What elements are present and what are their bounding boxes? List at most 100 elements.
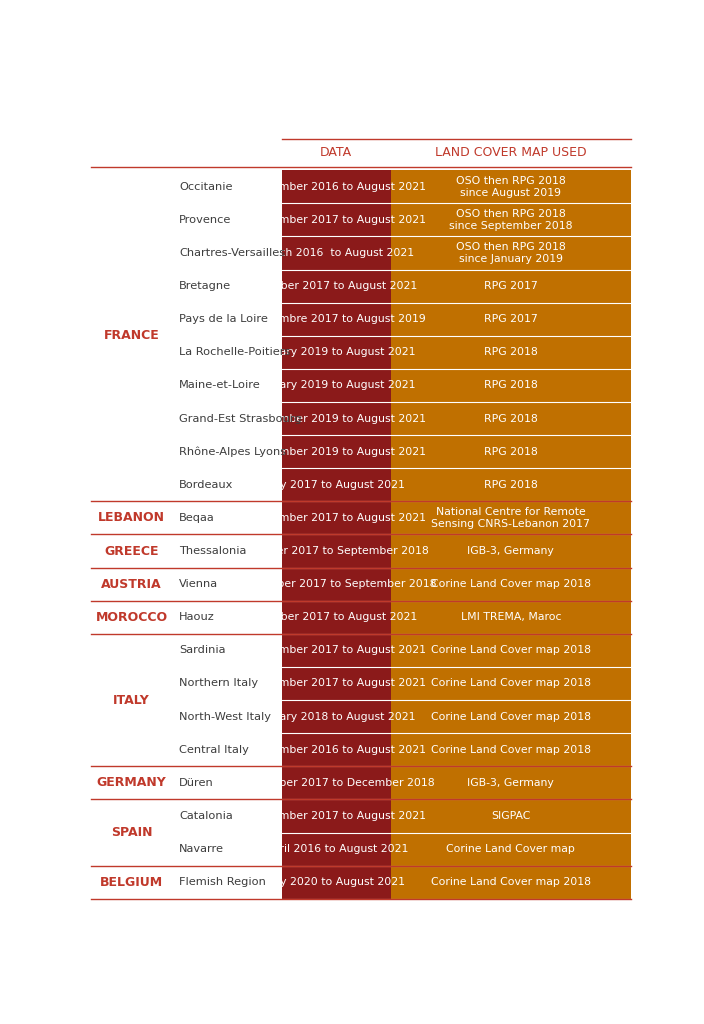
Text: Septembre 2017 to August 2019: Septembre 2017 to August 2019 [247,314,426,325]
Text: September 2017 to September 2018: September 2017 to September 2018 [236,580,437,589]
Text: OSO then RPG 2018
since August 2019: OSO then RPG 2018 since August 2019 [456,175,566,198]
Text: Corine Land Cover map 2018: Corine Land Cover map 2018 [431,679,591,688]
Text: AUSTRIA: AUSTRIA [101,578,162,591]
Text: RPG 2017: RPG 2017 [484,282,538,291]
Text: Navarre: Navarre [179,844,224,854]
Bar [282,766,391,800]
Bar [282,204,391,237]
Text: Corine Land Cover map 2018: Corine Land Cover map 2018 [431,878,591,887]
Bar [282,634,391,667]
Text: Corine Land Cover map 2018: Corine Land Cover map 2018 [431,580,591,589]
Bar [282,303,391,336]
Bar [391,700,631,733]
Text: Pays de la Loire: Pays de la Loire [179,314,268,325]
Bar [282,402,391,435]
Text: October 2017 to August 2021: October 2017 to August 2021 [255,612,417,623]
Bar [282,800,391,833]
Bar [391,170,631,204]
Bar [391,237,631,269]
Text: RPG 2017: RPG 2017 [484,314,538,325]
Text: January 2019 to August 2021: January 2019 to August 2021 [256,347,416,357]
Text: RPG 2018: RPG 2018 [484,414,538,424]
Text: Thessalonia: Thessalonia [179,546,246,556]
Text: Sardinia: Sardinia [179,645,225,655]
Bar [282,833,391,865]
Text: Occitanie: Occitanie [179,181,232,191]
Text: September 2017 to August 2021: September 2017 to August 2021 [246,513,426,523]
Text: National Centre for Remote
Sensing CNRS-Lebanon 2017: National Centre for Remote Sensing CNRS-… [432,507,590,529]
Text: FRANCE: FRANCE [103,330,160,342]
Text: Chartres-Versailles: Chartres-Versailles [179,248,285,258]
Text: Bordeaux: Bordeaux [179,480,234,489]
Bar [282,336,391,369]
Text: Düren: Düren [179,778,214,787]
Bar [282,468,391,502]
Text: October 2017 to August 2021: October 2017 to August 2021 [255,282,417,291]
Text: BELGIUM: BELGIUM [100,876,163,889]
Text: IGB-3, Germany: IGB-3, Germany [467,778,554,787]
Bar [282,700,391,733]
Bar [391,269,631,303]
Bar [391,865,631,899]
Text: RPG 2018: RPG 2018 [484,480,538,489]
Text: July 2017 to August 2021: July 2017 to August 2021 [268,480,406,489]
Text: Provence: Provence [179,215,232,225]
Text: September 2019 to August 2021: September 2019 to August 2021 [246,414,426,424]
Text: RPG 2018: RPG 2018 [484,446,538,457]
Text: January 2019 to August 2021: January 2019 to August 2021 [256,381,416,390]
Text: Corine Land Cover map: Corine Land Cover map [446,844,575,854]
Text: September 2017 to December 2018: September 2017 to December 2018 [237,778,435,787]
Text: La Rochelle-Poitiers: La Rochelle-Poitiers [179,347,291,357]
Bar [282,567,391,601]
Bar [391,204,631,237]
Bar [391,402,631,435]
Text: March 2016  to August 2021: March 2016 to August 2021 [258,248,414,258]
Bar [391,468,631,502]
Bar [391,667,631,700]
Text: Flemish Region: Flemish Region [179,878,266,887]
Text: July 2020 to August 2021: July 2020 to August 2021 [268,878,406,887]
Bar [391,336,631,369]
Bar [282,865,391,899]
Text: LEBANON: LEBANON [98,511,165,524]
Bar [391,733,631,766]
Bar [282,667,391,700]
Bar [282,237,391,269]
Text: LMI TREMA, Maroc: LMI TREMA, Maroc [460,612,561,623]
Text: North-West Italy: North-West Italy [179,712,271,722]
Bar [282,601,391,634]
Bar [391,369,631,402]
Bar [391,303,631,336]
Text: OSO then RPG 2018
since January 2019: OSO then RPG 2018 since January 2019 [456,242,566,264]
Text: Central Italy: Central Italy [179,744,249,755]
Text: SIGPAC: SIGPAC [491,811,531,821]
Text: GERMANY: GERMANY [96,776,167,790]
Bar [282,733,391,766]
Text: MOROCCO: MOROCCO [96,610,168,624]
Bar [282,535,391,567]
Text: ITALY: ITALY [113,693,150,707]
Text: September 2017 to August 2021: September 2017 to August 2021 [246,645,426,655]
Text: September 2017 to August 2021: September 2017 to August 2021 [246,811,426,821]
Bar [391,833,631,865]
Bar [282,269,391,303]
Bar [391,634,631,667]
Text: GREECE: GREECE [104,545,159,557]
Text: Vienna: Vienna [179,580,218,589]
Bar [282,502,391,535]
Text: Corine Land Cover map 2018: Corine Land Cover map 2018 [431,712,591,722]
Bar [391,766,631,800]
Text: OSO then RPG 2018
since September 2018: OSO then RPG 2018 since September 2018 [449,209,572,231]
Text: Bretagne: Bretagne [179,282,231,291]
Text: April 2016 to August 2021: April 2016 to August 2021 [265,844,408,854]
Text: Maine-et-Loire: Maine-et-Loire [179,381,261,390]
Bar [282,435,391,468]
Text: RPG 2018: RPG 2018 [484,347,538,357]
Bar [282,369,391,402]
Text: January 2018 to August 2021: January 2018 to August 2021 [256,712,416,722]
Text: DATA: DATA [320,146,352,160]
Text: IGB-3, Germany: IGB-3, Germany [467,546,554,556]
Bar [391,435,631,468]
Text: Northern Italy: Northern Italy [179,679,258,688]
Text: Catalonia: Catalonia [179,811,233,821]
